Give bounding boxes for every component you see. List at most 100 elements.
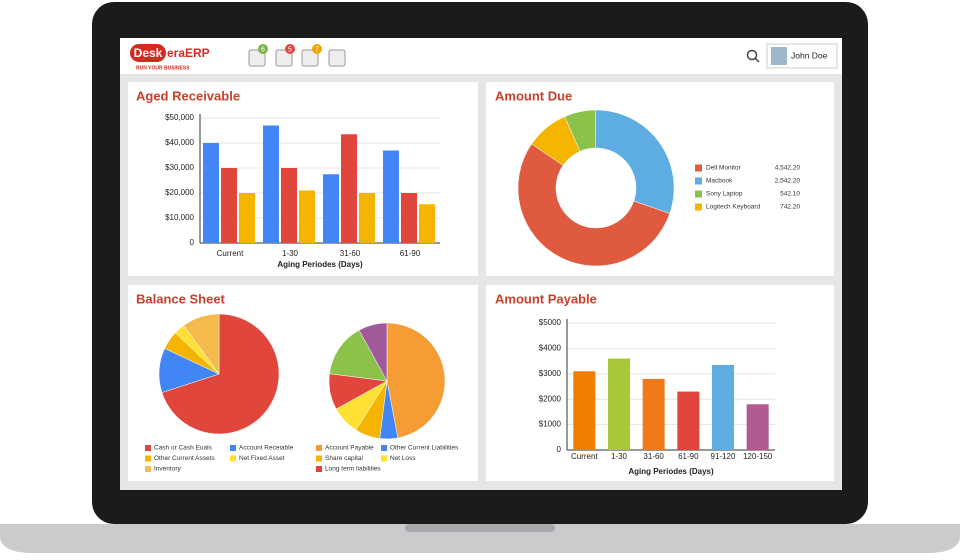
menu-icon[interactable] <box>248 49 266 67</box>
badge-count: 6 <box>261 46 265 53</box>
legend-label: Cash or Cash Euals <box>154 445 213 452</box>
bar <box>573 371 596 450</box>
search-icon[interactable] <box>746 49 758 61</box>
legend-label: Net Fixed Asset <box>239 455 285 462</box>
x-tick-label: 1-30 <box>611 452 628 461</box>
pie-slice <box>386 322 446 439</box>
legend-value: 4,542.20 <box>775 165 801 172</box>
legend-swatch <box>145 466 151 472</box>
bar <box>401 193 417 243</box>
bar <box>281 168 297 243</box>
bell-icon[interactable] <box>301 49 319 67</box>
logo-pill <box>130 44 166 62</box>
bar <box>239 193 255 243</box>
bar <box>221 168 237 243</box>
y-tick-label: $1000 <box>539 420 562 429</box>
legend-label: Other Current Liabilities <box>390 445 459 452</box>
badge <box>258 44 268 54</box>
legend-swatch <box>695 190 702 198</box>
panel-title: Aged Receivable <box>136 88 240 103</box>
logo-text: Desk <box>134 46 163 60</box>
pie-slice <box>358 322 388 382</box>
panel-title: Amount Due <box>495 88 572 103</box>
x-tick-label: 61-90 <box>678 452 699 461</box>
x-axis-title: Aging Periodes (Days) <box>277 260 363 269</box>
y-tick-label: $5000 <box>539 318 562 327</box>
logo-text: ERP <box>185 46 210 60</box>
laptop-notch <box>405 524 555 532</box>
y-tick-label: $4000 <box>539 344 562 353</box>
legend-value: 542.10 <box>780 191 800 198</box>
x-axis-title: Aging Periodes (Days) <box>628 467 714 476</box>
bar <box>383 150 399 243</box>
logo-text: era <box>167 46 185 60</box>
user-name: John Doe <box>791 50 828 60</box>
y-tick-label: 0 <box>190 238 195 247</box>
pie-slice <box>183 313 220 375</box>
badge <box>285 44 295 54</box>
y-tick-label: $2000 <box>539 394 562 403</box>
bar <box>642 378 665 450</box>
bar <box>323 174 339 243</box>
y-tick-label: $10,000 <box>165 213 194 222</box>
legend-swatch <box>316 445 322 451</box>
y-tick-label: $30,000 <box>165 163 194 172</box>
x-tick-label: 120-150 <box>743 452 773 461</box>
mail-icon[interactable] <box>275 49 293 67</box>
badge-count: 5 <box>288 46 292 53</box>
charts: 0 $10,000 $20,000 $30,000 $40,000 $50,000 Agin… <box>145 109 801 476</box>
legend-swatch <box>230 455 236 462</box>
legend-swatch <box>381 455 387 462</box>
bar <box>263 125 279 243</box>
user-avatar <box>771 47 787 65</box>
y-tick-label: $20,000 <box>165 188 194 197</box>
logo-tagline: RUN YOUR BUSINESS <box>136 65 190 71</box>
x-tick-label: Current <box>217 249 244 258</box>
pie-slice <box>161 313 280 435</box>
legend-label: Net Loss <box>390 455 416 462</box>
chat-icon[interactable] <box>328 49 346 67</box>
panel <box>128 82 478 276</box>
legend-label: Account Receiable <box>239 445 294 452</box>
legend-swatch <box>695 203 702 211</box>
bar <box>299 190 315 243</box>
legend-value: 2,542.20 <box>775 178 801 185</box>
y-tick-label: $3000 <box>539 369 562 378</box>
x-tick-label: 31-60 <box>643 452 664 461</box>
legend-label: Sony Laptop <box>706 191 743 198</box>
x-tick-label: 1-30 <box>282 249 299 258</box>
legend-swatch <box>316 455 322 462</box>
panel-title: Balance Sheet <box>136 291 226 306</box>
bar <box>359 193 375 243</box>
legend-swatch <box>695 177 702 185</box>
bar <box>746 404 769 450</box>
bar <box>712 364 734 450</box>
legend-swatch <box>145 455 151 462</box>
donut-slice <box>564 109 597 152</box>
donut-slice <box>595 109 675 214</box>
y-tick-label: 0 <box>557 445 562 454</box>
legend-label: Long term liabilities <box>325 466 381 473</box>
bar <box>341 134 357 243</box>
search-icon <box>754 57 760 63</box>
x-tick-label: 91-120 <box>711 452 736 461</box>
bar <box>677 391 700 450</box>
bar <box>203 143 219 243</box>
legend-label: Other Current Assets <box>154 455 215 462</box>
legend-label: Dell Monitor <box>706 165 742 172</box>
badge-count: 7 <box>315 46 319 53</box>
legend-label: Inventory <box>154 466 181 473</box>
bar <box>608 358 630 450</box>
legend-swatch <box>695 164 702 172</box>
legend-swatch <box>381 445 387 451</box>
y-tick-label: $50,000 <box>165 113 194 122</box>
legend-label: Share capital <box>325 455 363 462</box>
legend-label: Macbook <box>706 178 733 185</box>
legend-swatch <box>145 445 151 451</box>
pie-slice <box>329 329 388 382</box>
legend-label: Account Payable <box>325 445 374 452</box>
bar <box>419 204 435 243</box>
laptop-base <box>0 524 960 553</box>
app-header <box>120 38 842 74</box>
